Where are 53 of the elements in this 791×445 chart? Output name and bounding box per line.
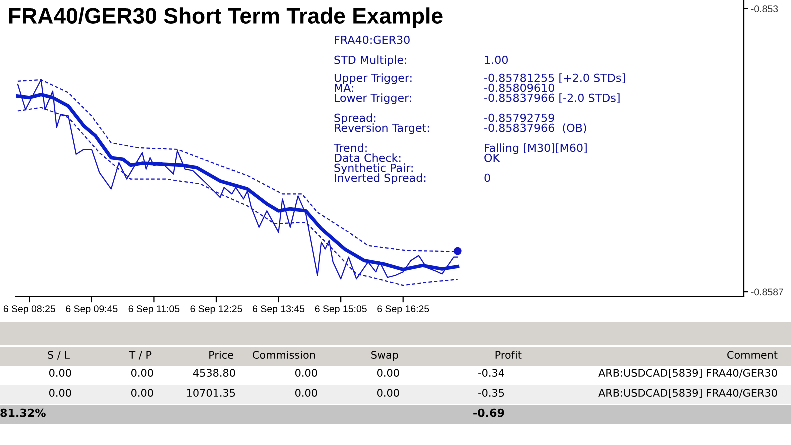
- x-tick-label: 6 Sep 15:05: [315, 306, 367, 314]
- text: T / P: [129, 351, 152, 360]
- annotation: -0.85781255 [+2.0 STDs]: [484, 74, 626, 84]
- text: -0.34: [478, 369, 504, 378]
- text: 0.00: [49, 389, 72, 398]
- text: 0.00: [295, 389, 318, 398]
- annotation: Lower Trigger:: [335, 94, 412, 104]
- annotation: Upper Trigger:: [334, 74, 412, 84]
- y-tick-label: -0.853: [751, 6, 778, 13]
- text: 4538.80: [193, 369, 236, 378]
- text: -0.69: [474, 408, 504, 418]
- text: 0.00: [49, 369, 72, 378]
- text: 0.00: [377, 369, 400, 378]
- text: 0.00: [131, 369, 154, 378]
- x-tick-label: 6 Sep 12:25: [190, 306, 242, 314]
- annotation: STD Multiple:: [334, 56, 407, 66]
- text: -0.35: [478, 389, 504, 398]
- x-tick-label: 6 Sep 16:25: [378, 306, 430, 314]
- y-tick-label: -0.8587: [751, 288, 784, 296]
- chart-title: FRA40/GER30 Short Term Trade Example: [9, 8, 443, 28]
- annotation: -0.85792759: [484, 114, 554, 122]
- text: 0.00: [131, 389, 154, 398]
- annotation: -0.85837966 (OB): [484, 124, 586, 134]
- x-tick-label: 6 Sep 13:45: [253, 306, 305, 314]
- text: 0.00: [377, 389, 400, 398]
- annotation: Reversion Target:: [335, 124, 430, 134]
- annotation: -0.85837966 [-2.0 STDs]: [484, 94, 620, 104]
- annotation: Data Check:: [335, 154, 401, 162]
- x-tick-label: 6 Sep 08:25: [4, 306, 56, 314]
- text: Swap: [372, 351, 398, 362]
- annotation: MA:: [335, 84, 354, 92]
- annotation: -0.85809610: [484, 84, 554, 92]
- text: ARB:USDCAD[5839] FRA40/GER30: [598, 388, 778, 398]
- text: 81.32%: [0, 408, 46, 418]
- annotation: 0: [484, 174, 490, 182]
- text: Commission: [253, 350, 316, 360]
- x-tick-label: 6 Sep 11:05: [128, 306, 180, 314]
- text: Comment: [728, 351, 778, 360]
- annotation: Inverted Spread:: [335, 174, 426, 184]
- annotation: Falling [M30][M60]: [485, 144, 587, 154]
- text: Profit: [496, 350, 522, 360]
- annotation: Spread:: [334, 114, 376, 124]
- annotation: FRA40:GER30: [335, 36, 410, 44]
- annotation: 1.00: [485, 56, 508, 64]
- annotation: OK: [484, 154, 500, 162]
- text: 0.00: [295, 369, 318, 378]
- text: S / L: [48, 351, 70, 360]
- text: 10701.35: [187, 389, 236, 398]
- x-tick-label: 6 Sep 09:45: [66, 306, 118, 314]
- annotation: Synthetic Pair:: [334, 164, 413, 174]
- annotation: Trend:: [334, 144, 367, 152]
- text: Price: [210, 350, 234, 360]
- text: ARB:USDCAD[5839] FRA40/GER30: [598, 368, 778, 378]
